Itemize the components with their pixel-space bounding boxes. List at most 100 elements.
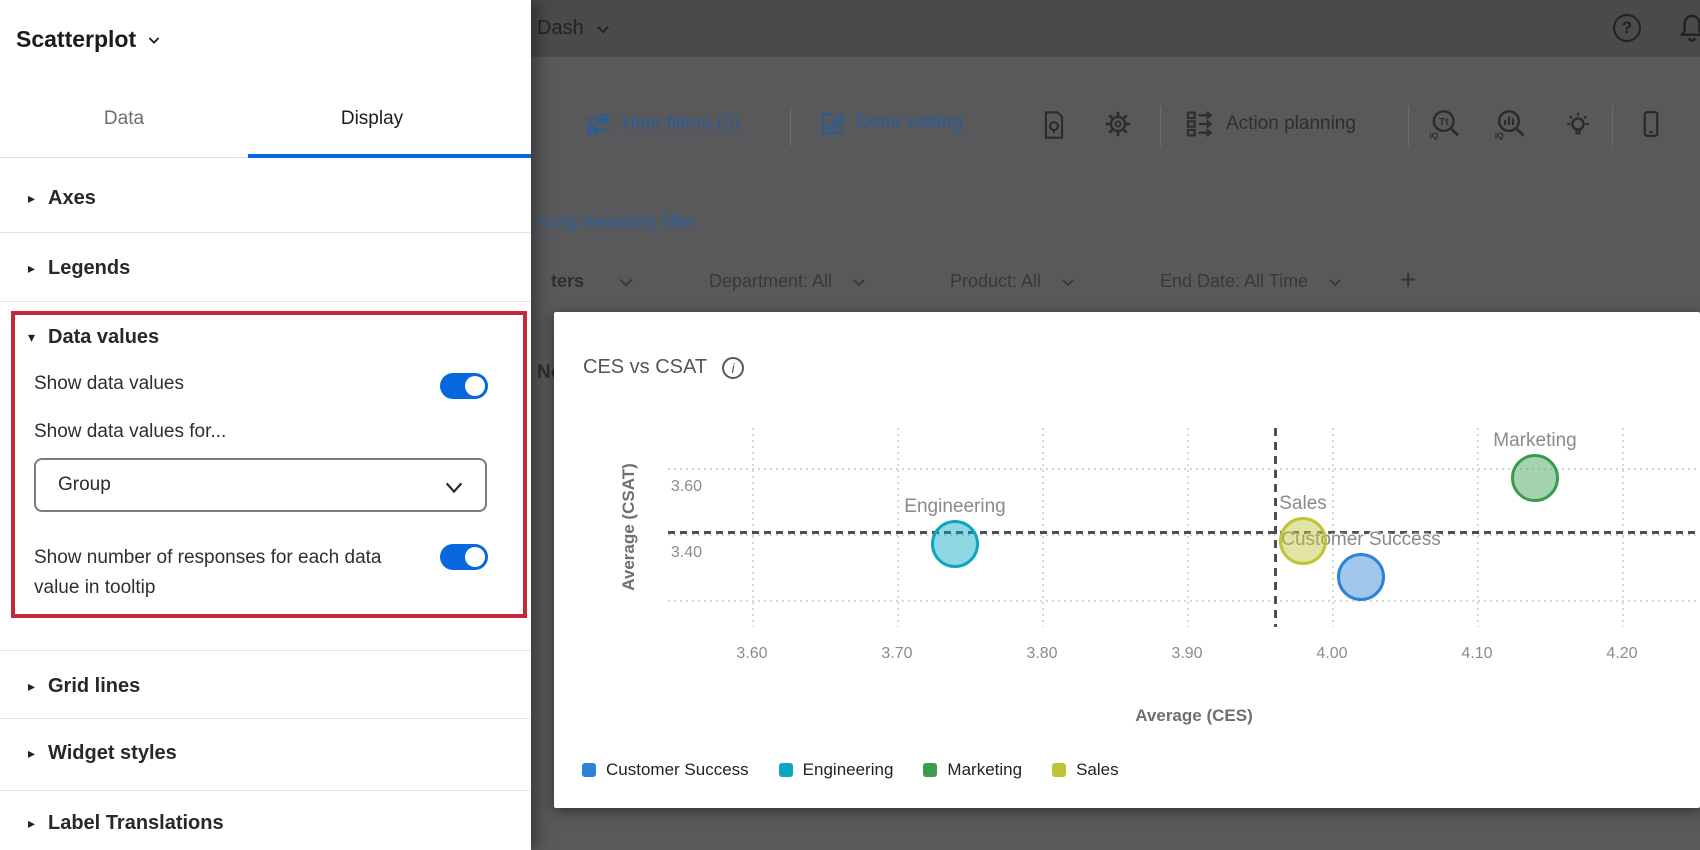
action-planning-icon — [1186, 111, 1213, 137]
section-divider — [0, 301, 531, 302]
section-label-translations[interactable]: ▸ Label Translations — [0, 810, 531, 836]
filter-product[interactable]: Product: All — [950, 271, 1077, 292]
stats-iq-icon[interactable]: iQ — [1492, 108, 1526, 142]
x-tick-label: 3.70 — [881, 645, 913, 662]
x-gridline — [1332, 428, 1334, 627]
x-gridline — [1187, 428, 1189, 627]
chevron-down-icon — [619, 278, 633, 287]
toggle-knob — [465, 376, 485, 396]
widget-settings-panel: Scatterplot Data Display ▸ Axes ▸ Legend… — [0, 0, 531, 850]
dropdown-selected-value: Group — [58, 474, 111, 495]
data-bubble-marketing[interactable] — [1511, 453, 1559, 502]
data-label: Marketing — [1493, 429, 1577, 451]
section-axes[interactable]: ▸ Axes — [0, 185, 531, 211]
y-gridline — [668, 534, 1700, 536]
help-icon[interactable]: ? — [1613, 14, 1641, 42]
x-gridline — [897, 428, 899, 627]
section-legends[interactable]: ▸ Legends — [0, 255, 531, 281]
document-idea-icon[interactable] — [1040, 110, 1068, 140]
filters-label: ters — [551, 271, 585, 291]
edit-pencil-icon — [822, 112, 845, 134]
chevron-down-icon — [853, 278, 865, 286]
section-widget-styles[interactable]: ▸ Widget styles — [0, 740, 531, 766]
notifications-bell-icon[interactable] — [1676, 12, 1700, 44]
responses-tooltip-toggle[interactable] — [440, 544, 488, 570]
widget-title: CES vs CSAT — [583, 356, 708, 378]
section-label: Grid lines — [48, 674, 141, 697]
expanded-arrow-icon: ▾ — [28, 328, 36, 345]
filters-menu-partial[interactable]: ters — [551, 271, 636, 292]
widget-type-label: Scatterplot — [16, 26, 137, 52]
show-data-values-label: Show data values — [34, 373, 184, 394]
x-gridline — [1477, 428, 1479, 627]
legend-label: Customer Success — [606, 760, 749, 779]
collapsed-arrow-icon: ▸ — [28, 744, 36, 761]
legend-label: Sales — [1076, 760, 1119, 779]
x-gridline — [1622, 428, 1624, 627]
collapsed-arrow-icon: ▸ — [28, 814, 36, 831]
data-bubble-sales[interactable] — [1279, 516, 1327, 565]
legend-swatch — [582, 763, 596, 777]
tab-display[interactable]: Display — [340, 108, 404, 129]
section-label: Label Translations — [48, 811, 224, 834]
legend-item-sales[interactable]: Sales — [1052, 760, 1119, 780]
collapsed-arrow-icon: ▸ — [28, 677, 36, 694]
org-hierarchy-filter-link[interactable]: n org hierarchy filter — [537, 212, 697, 232]
collapsed-arrow-icon: ▸ — [28, 259, 36, 276]
active-tab-underline — [248, 154, 531, 158]
x-gridline — [1042, 428, 1044, 627]
section-divider — [0, 718, 531, 719]
show-data-values-toggle[interactable] — [440, 373, 488, 399]
data-values-for-dropdown[interactable]: Group — [34, 458, 487, 512]
idea-lightbulb-icon[interactable] — [1562, 108, 1594, 140]
x-tick-label: 3.80 — [1026, 645, 1058, 662]
tab-data[interactable]: Data — [103, 108, 145, 129]
info-icon[interactable]: i — [722, 357, 744, 379]
done-editing-button[interactable]: Done editing — [820, 110, 963, 136]
dashboard-name[interactable]: Dash — [537, 17, 584, 39]
action-planning-button[interactable]: Action planning — [1184, 108, 1356, 140]
chevron-down-icon — [596, 25, 609, 33]
section-grid-lines[interactable]: ▸ Grid lines — [0, 673, 531, 699]
legend-label: Engineering — [802, 760, 894, 779]
scatterplot-widget-card[interactable]: CES vs CSAT i Average (CSAT) Average (CE… — [554, 312, 1700, 808]
section-label: Widget styles — [48, 741, 177, 764]
dashboard-breadcrumb[interactable]: Dash — [537, 17, 612, 40]
text-iq-icon[interactable]: Tt iQ — [1428, 108, 1462, 142]
x-tick-label: 3.90 — [1171, 645, 1203, 662]
add-filter-button[interactable]: + — [1400, 264, 1417, 295]
filter-label: Department: All — [709, 271, 833, 291]
section-data-values[interactable]: ▾ Data values — [0, 324, 531, 350]
section-label: Legends — [48, 256, 131, 279]
chevron-down-icon — [445, 482, 463, 494]
data-bubble-customer-success[interactable] — [1337, 552, 1385, 601]
data-bubble-engineering[interactable] — [931, 519, 979, 568]
widget-type-menu[interactable]: Scatterplot — [16, 26, 162, 53]
toolbar-divider — [1612, 106, 1613, 146]
legend-label: Marketing — [947, 760, 1023, 779]
x-axis-title: Average (CES) — [1135, 706, 1253, 725]
legend-item-marketing[interactable]: Marketing — [923, 760, 1022, 780]
svg-text:iQ: iQ — [1429, 131, 1438, 141]
section-divider — [0, 790, 531, 791]
hide-filters-button[interactable]: Hide filters (3) — [584, 110, 740, 138]
x-gridline — [752, 428, 754, 627]
toolbar-divider — [1160, 106, 1161, 146]
filter-sliders-icon — [586, 114, 610, 136]
legend-item-customer-success[interactable]: Customer Success — [582, 760, 749, 780]
collapsed-arrow-icon: ▸ — [28, 189, 36, 206]
chart-legend: Customer Success Engineering Marketing Sale… — [582, 760, 1119, 780]
legend-swatch — [778, 763, 793, 777]
help-glyph: ? — [1621, 18, 1633, 37]
settings-gear-icon[interactable] — [1104, 110, 1132, 138]
mobile-preview-icon[interactable] — [1636, 109, 1666, 139]
filter-end-date[interactable]: End Date: All Time — [1160, 271, 1344, 292]
filter-department[interactable]: Department: All — [709, 271, 868, 292]
x-tick-label: 3.60 — [736, 645, 768, 662]
data-label: Engineering — [904, 495, 1006, 517]
action-planning-label: Action planning — [1226, 113, 1356, 134]
section-divider — [0, 650, 531, 651]
legend-item-engineering[interactable]: Engineering — [778, 760, 894, 780]
y-tick-label: 3.60 — [670, 478, 702, 495]
